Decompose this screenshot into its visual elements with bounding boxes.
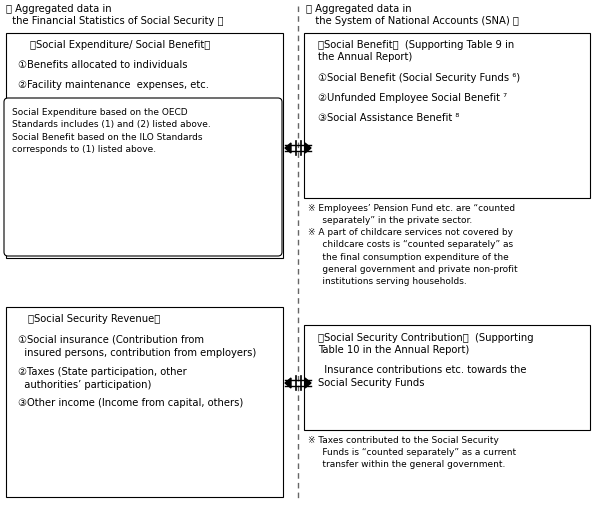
Text: the System of National Accounts (SNA) 】: the System of National Accounts (SNA) 】 [306,16,519,26]
Bar [6,307,283,497]
Text: the Financial Statistics of Social Security 】: the Financial Statistics of Social Secur… [6,16,223,26]
Text: ③Social Assistance Benefit ⁸: ③Social Assistance Benefit ⁸ [318,113,459,123]
Bar [304,325,590,430]
Bar [6,33,283,258]
Text: Table 10 in the Annual Report): Table 10 in the Annual Report) [318,345,469,355]
Text: 【 Aggregated data in: 【 Aggregated data in [6,4,112,14]
Text: ②Taxes (State participation, other
  authorities’ participation): ②Taxes (State participation, other autho… [18,367,187,390]
Polygon shape [285,143,291,153]
Text: 【 Aggregated data in: 【 Aggregated data in [306,4,411,14]
Text: Social Expenditure based on the OECD
Standards includes (1) and (2) listed above: Social Expenditure based on the OECD Sta… [12,108,211,155]
Text: ①Social Benefit (Social Security Funds ⁶): ①Social Benefit (Social Security Funds ⁶… [318,73,520,83]
Polygon shape [285,378,291,388]
Bar [304,33,590,198]
FancyBboxPatch shape [4,98,282,256]
Polygon shape [305,378,311,388]
Text: Insurance contributions etc. towards the
Social Security Funds: Insurance contributions etc. towards the… [318,365,527,388]
Text: 【Social Benefit】  (Supporting Table 9 in: 【Social Benefit】 (Supporting Table 9 in [318,40,514,50]
Polygon shape [305,143,311,153]
Text: ②Unfunded Employee Social Benefit ⁷: ②Unfunded Employee Social Benefit ⁷ [318,93,507,103]
Text: 【Social Security Contribution】  (Supporting: 【Social Security Contribution】 (Supporti… [318,333,534,343]
Text: ②Facility maintenance  expenses, etc.: ②Facility maintenance expenses, etc. [18,80,209,90]
Text: ※ Taxes contributed to the Social Security
     Funds is “counted separately” as: ※ Taxes contributed to the Social Securi… [308,436,516,469]
Text: ※ Employees’ Pension Fund etc. are “counted
     separately” in the private sect: ※ Employees’ Pension Fund etc. are “coun… [308,204,518,286]
Text: 【Social Expenditure/ Social Benefit】: 【Social Expenditure/ Social Benefit】 [30,40,210,50]
Text: 【Social Security Revenue】: 【Social Security Revenue】 [28,314,160,324]
Text: the Annual Report): the Annual Report) [318,52,413,62]
Text: ①Social insurance (Contribution from
  insured persons, contribution from employ: ①Social insurance (Contribution from ins… [18,335,256,358]
Text: ③Other income (Income from capital, others): ③Other income (Income from capital, othe… [18,398,243,408]
Text: ①Benefits allocated to individuals: ①Benefits allocated to individuals [18,60,187,70]
